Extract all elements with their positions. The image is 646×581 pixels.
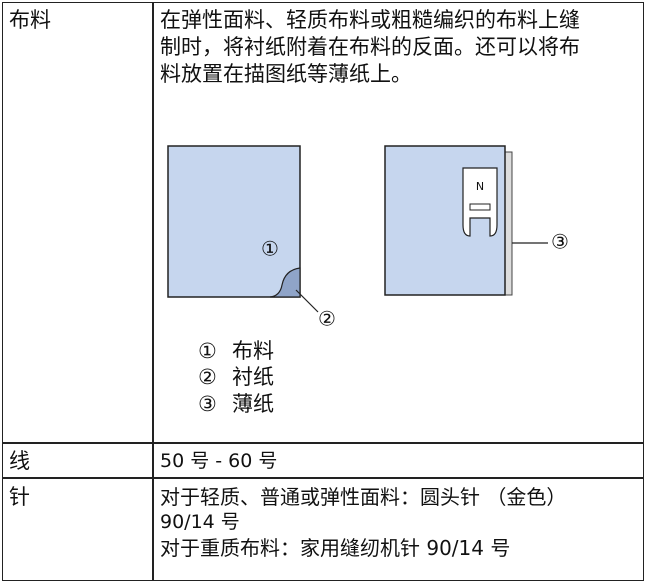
presser-foot: [462, 167, 498, 237]
row-label: 线: [9, 449, 30, 473]
legend-text: 衬纸: [232, 365, 274, 389]
line: 料放置在描图纸等薄纸上。: [160, 62, 412, 86]
row-label: 针: [9, 485, 30, 509]
leader: [295, 289, 319, 313]
legend-marker: ③: [198, 392, 217, 416]
callout: ①: [261, 237, 279, 261]
cell: [2, 442, 154, 479]
fabric: [167, 145, 301, 298]
callout: ③: [551, 230, 569, 254]
legend-marker: ②: [198, 365, 217, 389]
line: 50 号 - 60 号: [160, 450, 278, 472]
line: 90/14 号: [160, 511, 240, 533]
curl: [269, 267, 301, 298]
cell: [2, 2, 154, 444]
legend-text: 布料: [232, 339, 274, 363]
legend-marker: ①: [198, 339, 217, 363]
line: 制时，将衬纸附着在布料的反面。还可以将布: [160, 35, 580, 59]
cell: [152, 2, 644, 444]
cell: [152, 442, 644, 479]
legend-text: 薄纸: [232, 392, 274, 416]
row-label: 布料: [9, 8, 51, 32]
line: 对于重质布料：家用缝纫机针 90/14 号: [160, 536, 511, 560]
line: 在弹性面料、轻质布料或粗糙编织的布料上缝: [160, 8, 580, 32]
callout: ②: [318, 307, 336, 331]
foot-slot: [469, 203, 491, 211]
foot-letter: N: [476, 180, 484, 193]
line: 对于轻质、普通或弹性面料：圆头针 （金色）: [160, 485, 567, 509]
